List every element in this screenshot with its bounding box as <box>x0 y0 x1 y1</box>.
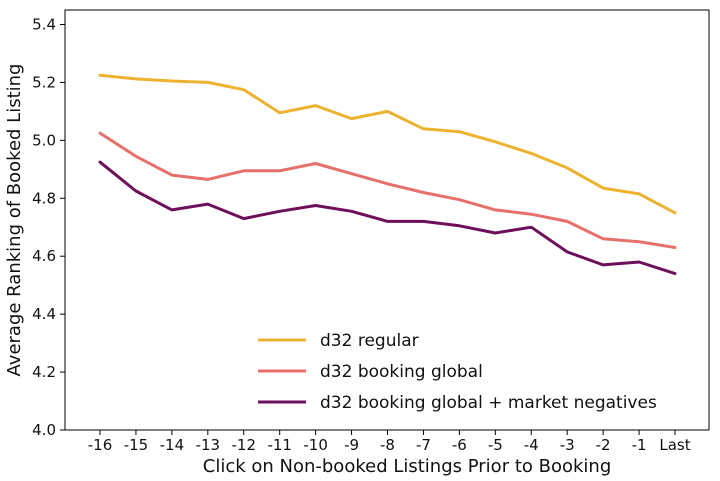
y-tick-label: 5.4 <box>32 15 56 33</box>
legend-label-1: d32 regular <box>320 331 419 351</box>
legend-label-2: d32 booking global <box>320 362 483 382</box>
series-line-2 <box>98 131 677 249</box>
x-tick-label: -4 <box>524 436 539 454</box>
x-tick-label: Last <box>659 436 690 454</box>
x-tick-label: -10 <box>303 436 328 454</box>
series-lines <box>98 73 677 276</box>
series-line-1 <box>98 73 677 215</box>
x-tick-label: -7 <box>416 436 431 454</box>
x-axis-title: Click on Non-booked Listings Prior to Bo… <box>203 456 612 477</box>
x-tick-label: -5 <box>488 436 503 454</box>
x-tick-label: -2 <box>596 436 611 454</box>
x-tick-label: -6 <box>452 436 467 454</box>
legend: d32 regular d32 booking global d32 booking… <box>258 331 657 413</box>
x-tick-label: -11 <box>267 436 292 454</box>
y-tick-label: 5.2 <box>32 73 56 91</box>
x-tick-label: -13 <box>196 436 221 454</box>
y-tick-label: 4.4 <box>32 305 56 323</box>
x-tick-label: -16 <box>88 436 113 454</box>
x-tick-label: -1 <box>632 436 647 454</box>
y-axis-title: Average Ranking of Booked Listing <box>4 64 25 377</box>
y-tick-label: 4.2 <box>32 363 56 381</box>
x-tick-label: -12 <box>232 436 257 454</box>
x-axis-ticks: -16 -15 -14 -13 -12 -11 -10 -9 -8 -7 -6 -5 -4 -3 -2 -1 L… <box>88 430 691 454</box>
x-tick-label: -8 <box>380 436 395 454</box>
y-tick-label: 5.0 <box>32 131 56 149</box>
x-tick-label: -3 <box>560 436 575 454</box>
y-tick-label: 4.6 <box>32 247 56 265</box>
y-tick-label: 4.0 <box>32 421 56 439</box>
x-tick-label: -15 <box>124 436 149 454</box>
legend-label-3: d32 booking global + market negatives <box>320 393 657 413</box>
y-axis-ticks: 4.0 4.2 4.4 4.6 4.8 5.0 5.2 5.4 <box>32 15 65 439</box>
x-tick-label: -9 <box>344 436 359 454</box>
x-tick-label: -14 <box>160 436 185 454</box>
y-tick-label: 4.8 <box>32 189 56 207</box>
series-line-3 <box>98 160 677 276</box>
